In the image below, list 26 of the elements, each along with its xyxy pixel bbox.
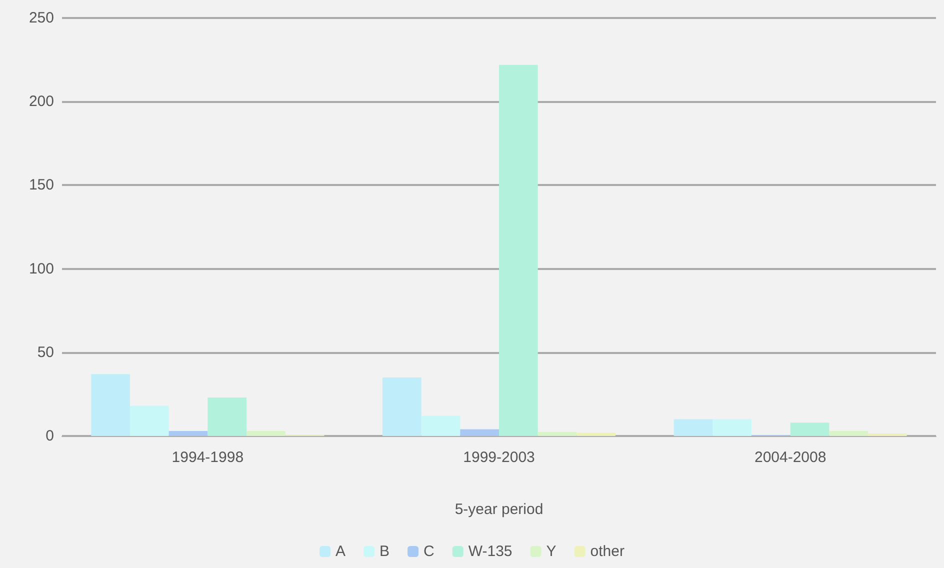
- x-tick-label: 1999-2003: [463, 449, 535, 466]
- x-tick-label: 2004-2008: [754, 449, 826, 466]
- y-tick-label: 200: [28, 93, 54, 110]
- bar: [208, 398, 247, 436]
- bar: [829, 430, 868, 436]
- bar: [460, 429, 499, 436]
- bar: [868, 433, 907, 436]
- bar: [538, 432, 577, 436]
- legend-label: B: [380, 543, 390, 560]
- bar: [168, 430, 208, 436]
- y-tick-label: 50: [37, 344, 54, 361]
- x-tick-label: 1994-1998: [172, 449, 244, 466]
- legend-label: W-135: [468, 543, 512, 560]
- y-tick-label: 150: [28, 176, 54, 194]
- legend-label: C: [424, 543, 435, 560]
- legend-label: other: [590, 543, 624, 560]
- bar: [576, 432, 616, 436]
- bar: [246, 430, 286, 436]
- y-tick-label: 0: [46, 428, 54, 444]
- legend-label: Y: [546, 543, 556, 560]
- y-tick-label: 100: [28, 260, 54, 278]
- bar: [499, 64, 538, 436]
- x-axis-title: 5-year period: [454, 501, 544, 518]
- bar: [790, 422, 830, 436]
- legend-label: A: [336, 543, 346, 560]
- y-tick-label: 250: [28, 10, 54, 26]
